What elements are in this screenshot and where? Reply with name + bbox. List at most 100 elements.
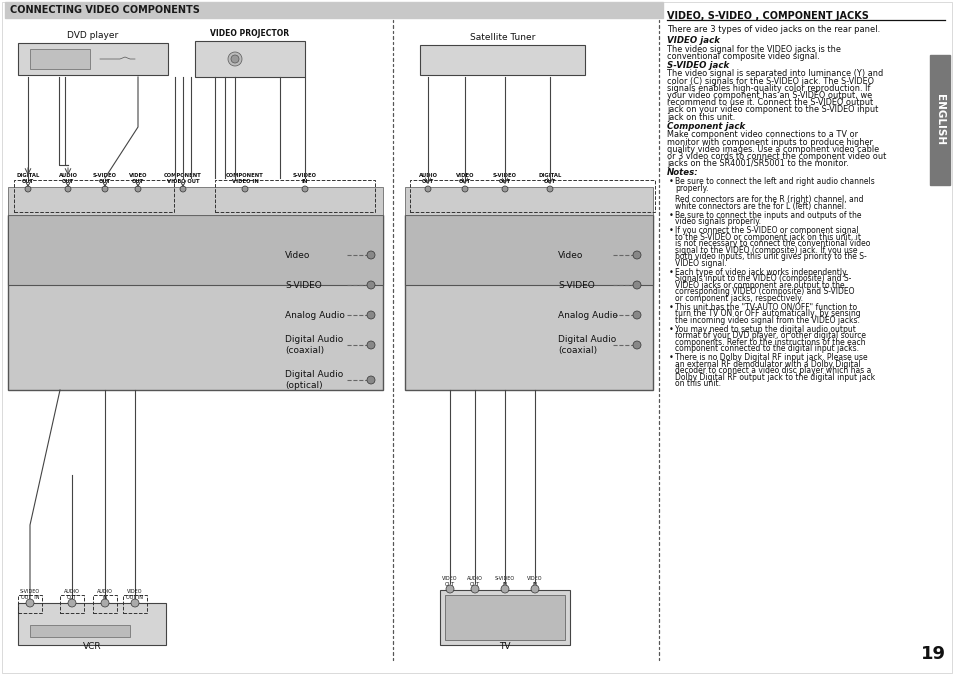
- Text: VIDEO jack: VIDEO jack: [666, 36, 720, 45]
- Text: signals enables high-quality color reproduction. If: signals enables high-quality color repro…: [666, 84, 869, 92]
- Bar: [18, 43, 168, 75]
- Bar: [405, 215, 652, 390]
- Text: Analog Audio: Analog Audio: [285, 310, 345, 319]
- Text: Dolby Digital RF output jack to the digital input jack: Dolby Digital RF output jack to the digi…: [675, 373, 874, 382]
- Text: VIDEO jacks or component are output to the: VIDEO jacks or component are output to t…: [675, 281, 843, 290]
- Text: color (C) signals for the S-VIDEO jack. The S-VIDEO: color (C) signals for the S-VIDEO jack. …: [666, 76, 873, 86]
- Bar: [8, 215, 382, 285]
- Text: S-VIDEO
OUT: S-VIDEO OUT: [493, 173, 517, 184]
- Text: Signals input to the VIDEO (composite) and S-: Signals input to the VIDEO (composite) a…: [675, 274, 850, 284]
- Circle shape: [231, 55, 239, 63]
- Circle shape: [302, 186, 308, 192]
- Text: monitor with component inputs to produce higher: monitor with component inputs to produce…: [666, 138, 872, 146]
- Text: VCR: VCR: [83, 642, 101, 651]
- Text: Red connectors are for the R (right) channel, and: Red connectors are for the R (right) cha…: [675, 195, 862, 205]
- Circle shape: [102, 186, 108, 192]
- Text: CONNECTING VIDEO COMPONENTS: CONNECTING VIDEO COMPONENTS: [10, 5, 200, 15]
- Text: If you connect the S-VIDEO or component signal: If you connect the S-VIDEO or component …: [675, 226, 858, 236]
- Bar: [444, 595, 564, 640]
- Bar: [8, 187, 382, 215]
- Text: Analog Audio: Analog Audio: [558, 310, 618, 319]
- Bar: [405, 215, 652, 285]
- Text: •: •: [668, 303, 673, 312]
- Text: Notes:: Notes:: [666, 168, 698, 178]
- Text: VIDEO
OUT: VIDEO OUT: [129, 173, 147, 184]
- Circle shape: [242, 186, 248, 192]
- Bar: [30, 625, 130, 637]
- Text: jacks on the SR4001/SR5001 to the monitor.: jacks on the SR4001/SR5001 to the monito…: [666, 159, 848, 168]
- Circle shape: [367, 311, 375, 319]
- Text: your video component has an S-VIDEO output, we: your video component has an S-VIDEO outp…: [666, 91, 871, 100]
- Circle shape: [131, 599, 139, 607]
- Text: •: •: [668, 178, 673, 186]
- Text: format of your DVD player, or other digital source: format of your DVD player, or other digi…: [675, 331, 865, 340]
- Circle shape: [135, 186, 141, 192]
- Text: •: •: [668, 325, 673, 334]
- Text: jack on this unit.: jack on this unit.: [666, 113, 735, 122]
- Circle shape: [180, 186, 186, 192]
- Text: is not necessary to connect the conventional video: is not necessary to connect the conventi…: [675, 240, 869, 248]
- Bar: [5, 2, 662, 18]
- Bar: [92, 595, 117, 613]
- Circle shape: [500, 585, 509, 593]
- Text: COMPONENT
VIDEO OUT: COMPONENT VIDEO OUT: [164, 173, 202, 184]
- Text: S-VIDEO jack: S-VIDEO jack: [666, 61, 728, 70]
- Text: jack on your video component to the S-VIDEO input: jack on your video component to the S-VI…: [666, 105, 878, 114]
- Text: 19: 19: [920, 645, 944, 663]
- Text: S-VIDEO
IN: S-VIDEO IN: [495, 576, 515, 587]
- Text: to the S-VIDEO or component jack on this unit, it: to the S-VIDEO or component jack on this…: [675, 233, 861, 242]
- Circle shape: [633, 281, 640, 289]
- Text: S-VIDEO
OUT  IN: S-VIDEO OUT IN: [20, 589, 40, 600]
- Text: properly.: properly.: [675, 184, 708, 193]
- Text: Video: Video: [285, 250, 310, 259]
- Text: VIDEO, S-VIDEO , COMPONENT JACKS: VIDEO, S-VIDEO , COMPONENT JACKS: [666, 11, 868, 21]
- Bar: [214, 180, 375, 212]
- Circle shape: [228, 52, 242, 66]
- Circle shape: [461, 186, 468, 192]
- Text: S-VIDEO
OUT: S-VIDEO OUT: [92, 173, 117, 184]
- Text: S-VIDEO: S-VIDEO: [285, 281, 321, 290]
- Bar: [929, 55, 949, 185]
- Text: signal to the VIDEO (composite) jack. If you use: signal to the VIDEO (composite) jack. If…: [675, 246, 857, 254]
- Circle shape: [471, 585, 478, 593]
- Text: VIDEO
OUT IN: VIDEO OUT IN: [127, 589, 143, 600]
- Text: Each type of video jack works independently.: Each type of video jack works independen…: [675, 268, 847, 277]
- Text: VIDEO
OUT: VIDEO OUT: [442, 576, 457, 587]
- Text: Digital Audio
(coaxial): Digital Audio (coaxial): [285, 335, 343, 354]
- Circle shape: [633, 341, 640, 349]
- Circle shape: [101, 599, 109, 607]
- Text: Be sure to connect the inputs and outputs of the: Be sure to connect the inputs and output…: [675, 211, 861, 220]
- Text: or component jacks, respectively.: or component jacks, respectively.: [675, 294, 802, 303]
- Text: components. Refer to the instructions of the each: components. Refer to the instructions of…: [675, 338, 864, 347]
- Circle shape: [367, 376, 375, 384]
- Text: The video signal is separated into luminance (Y) and: The video signal is separated into lumin…: [666, 70, 882, 78]
- Text: There is no Dolby Digital RF input jack. Please use: There is no Dolby Digital RF input jack.…: [675, 353, 866, 362]
- Text: There are 3 types of video jacks on the rear panel.: There are 3 types of video jacks on the …: [666, 25, 880, 34]
- Text: The video signal for the VIDEO jacks is the: The video signal for the VIDEO jacks is …: [666, 45, 840, 53]
- Bar: [60, 595, 84, 613]
- Text: VIDEO signal.: VIDEO signal.: [675, 259, 726, 268]
- Text: VIDEO
IN: VIDEO IN: [527, 576, 542, 587]
- Text: on this unit.: on this unit.: [675, 379, 720, 388]
- Text: recommend to use it. Connect the S-VIDEO output: recommend to use it. Connect the S-VIDEO…: [666, 98, 872, 107]
- Bar: [194, 41, 305, 77]
- Circle shape: [367, 281, 375, 289]
- Text: S-VIDEO: S-VIDEO: [558, 281, 594, 290]
- Bar: [123, 595, 147, 613]
- Circle shape: [25, 186, 30, 192]
- Text: AUDIO
IN: AUDIO IN: [97, 589, 112, 600]
- Circle shape: [546, 186, 553, 192]
- Text: an external RF demodulator with a Dolby Digital: an external RF demodulator with a Dolby …: [675, 360, 860, 369]
- Text: or 3 video cords to connect the component video out: or 3 video cords to connect the componen…: [666, 152, 885, 161]
- Text: TV: TV: [498, 642, 510, 651]
- Text: •: •: [668, 211, 673, 220]
- Text: AUDIO
OUT: AUDIO OUT: [64, 589, 80, 600]
- Text: DVD player: DVD player: [68, 31, 118, 40]
- Text: This unit has the "TV-AUTO ON/OFF" function to: This unit has the "TV-AUTO ON/OFF" funct…: [675, 303, 856, 312]
- Text: decoder to connect a video disc player which has a: decoder to connect a video disc player w…: [675, 367, 870, 375]
- Bar: [30, 49, 90, 69]
- Text: Be sure to connect the left and right audio channels: Be sure to connect the left and right au…: [675, 178, 874, 186]
- Text: •: •: [668, 226, 673, 236]
- Circle shape: [68, 599, 76, 607]
- Text: Make component video connections to a TV or: Make component video connections to a TV…: [666, 130, 857, 139]
